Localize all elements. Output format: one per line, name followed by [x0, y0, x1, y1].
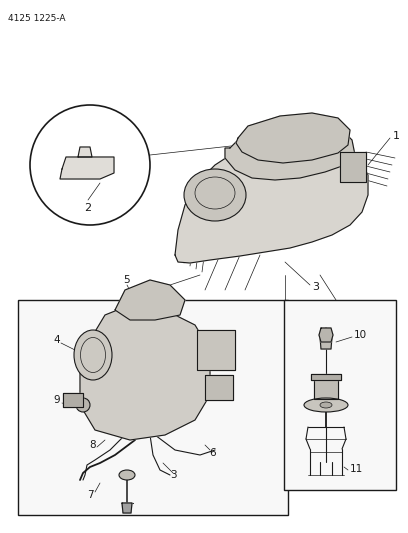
Ellipse shape: [304, 398, 348, 412]
Polygon shape: [80, 305, 210, 440]
Text: 4: 4: [54, 335, 60, 345]
Polygon shape: [78, 147, 92, 157]
Text: 1: 1: [393, 131, 400, 141]
Text: 9: 9: [54, 395, 60, 405]
Text: 3: 3: [312, 282, 319, 292]
Polygon shape: [311, 374, 341, 380]
Text: 10: 10: [354, 330, 367, 340]
Text: 2: 2: [84, 203, 91, 213]
Polygon shape: [175, 138, 368, 263]
Bar: [284, 300, 396, 490]
Text: 4125 1225-A: 4125 1225-A: [8, 14, 66, 23]
Ellipse shape: [76, 398, 90, 412]
Text: 8: 8: [90, 440, 96, 450]
Ellipse shape: [74, 330, 112, 380]
Polygon shape: [115, 280, 185, 320]
Polygon shape: [314, 377, 338, 399]
Polygon shape: [60, 157, 114, 179]
Ellipse shape: [184, 169, 246, 221]
Polygon shape: [197, 330, 235, 370]
Polygon shape: [205, 375, 233, 400]
Ellipse shape: [119, 470, 135, 480]
Bar: [18, 300, 288, 515]
Polygon shape: [320, 337, 332, 349]
Polygon shape: [225, 122, 355, 180]
Polygon shape: [319, 328, 333, 342]
Polygon shape: [63, 393, 83, 407]
Polygon shape: [122, 503, 132, 513]
Text: 6: 6: [210, 448, 216, 458]
Ellipse shape: [320, 402, 332, 408]
Text: 11: 11: [350, 464, 363, 474]
Text: 7: 7: [86, 490, 93, 500]
Polygon shape: [236, 113, 350, 163]
Text: 3: 3: [170, 470, 176, 480]
Text: 5: 5: [124, 275, 130, 285]
Polygon shape: [340, 152, 366, 182]
